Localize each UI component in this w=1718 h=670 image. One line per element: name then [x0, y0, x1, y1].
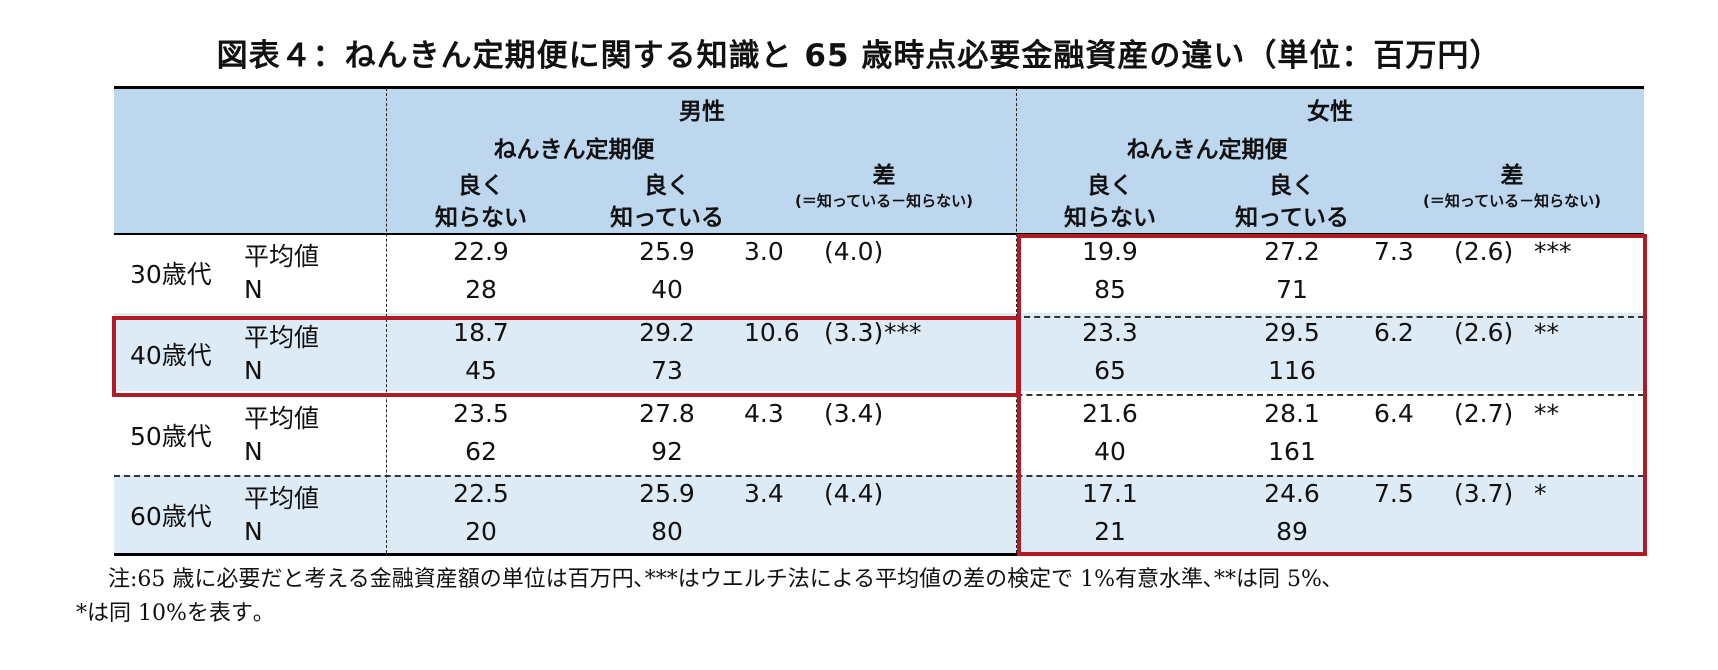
table-bottom-rule — [114, 553, 1644, 556]
male-n-unknown: 28 — [465, 275, 497, 304]
row-mean-label: 平均値 — [244, 323, 320, 352]
row-mean-label: 平均値 — [244, 404, 320, 433]
female-diff: 7.5 — [1374, 479, 1414, 508]
female-diff-se: (2.7) — [1454, 399, 1514, 428]
row-band-60s — [114, 475, 1644, 553]
row-n-label: N — [244, 356, 263, 385]
row-n-label: N — [244, 437, 263, 466]
male-diff-se: (3.4) — [824, 399, 884, 428]
male-mean-unknown: 18.7 — [453, 318, 509, 347]
male-diff: 10.6 — [744, 318, 800, 347]
row-divider-50s — [114, 475, 1644, 477]
header-female-known-2: 知っている — [1235, 205, 1349, 231]
male-mean-known: 25.9 — [639, 237, 695, 266]
female-significance: ** — [1534, 318, 1559, 347]
female-n-known: 71 — [1276, 275, 1308, 304]
figure-title: 図表４：ねんきん定期便に関する知識と 65 歳時点必要金融資産の違い（単位：百万… — [216, 38, 1502, 74]
data-table: 男性 女性 ねんきん定期便 ねんきん定期便 良く 知らない 良く 知っている 差… — [112, 86, 1647, 556]
female-significance: *** — [1534, 237, 1572, 266]
header-male-known-2: 知っている — [610, 205, 724, 231]
row-age-label: 60歳代 — [130, 502, 212, 531]
male-n-unknown: 62 — [465, 437, 497, 466]
male-diff: 3.4 — [744, 479, 784, 508]
header-nenkin-male: ねんきん定期便 — [493, 137, 655, 163]
female-n-known: 89 — [1276, 517, 1308, 546]
header-male-unknown-2: 知らない — [435, 205, 527, 231]
female-diff: 7.3 — [1374, 237, 1414, 266]
male-diff-se: (3.3) — [824, 318, 884, 347]
male-mean-known: 25.9 — [639, 479, 695, 508]
row-age-label: 30歳代 — [130, 260, 212, 289]
header-male-diff: 差 — [872, 163, 896, 189]
male-mean-unknown: 22.5 — [453, 479, 509, 508]
male-mean-known: 27.8 — [639, 399, 695, 428]
female-n-known: 161 — [1268, 437, 1316, 466]
header-male: 男性 — [679, 99, 725, 125]
header-female-known-1: 良く — [1269, 173, 1315, 199]
header-female-diff-formula: (＝知っている－知らない) — [1423, 192, 1601, 210]
female-n-unknown: 65 — [1094, 356, 1126, 385]
female-mean-unknown: 21.6 — [1082, 399, 1138, 428]
male-n-unknown: 20 — [465, 517, 497, 546]
header-female-unknown-1: 良く — [1087, 173, 1133, 199]
male-n-known: 73 — [651, 356, 683, 385]
male-mean-known: 29.2 — [639, 318, 695, 347]
row-age-label: 50歳代 — [130, 422, 212, 451]
header-male-diff-formula: (＝知っている－知らない) — [795, 192, 973, 210]
male-diff-se: (4.4) — [824, 479, 884, 508]
female-significance: ** — [1534, 399, 1559, 428]
male-diff-se: (4.0) — [824, 237, 884, 266]
female-mean-unknown: 23.3 — [1082, 318, 1138, 347]
column-divider-male — [386, 88, 387, 553]
female-diff: 6.2 — [1374, 318, 1414, 347]
male-mean-unknown: 22.9 — [453, 237, 509, 266]
male-mean-unknown: 23.5 — [453, 399, 509, 428]
row-divider-30s — [1014, 316, 1644, 318]
female-mean-known: 28.1 — [1264, 399, 1320, 428]
male-n-known: 92 — [651, 437, 683, 466]
row-n-label: N — [244, 275, 263, 304]
female-significance: * — [1534, 479, 1547, 508]
footnote-line-2: *は同 10%を表す｡ — [76, 601, 264, 626]
header-female-unknown-2: 知らない — [1064, 205, 1156, 231]
female-mean-unknown: 19.9 — [1082, 237, 1138, 266]
male-n-known: 40 — [651, 275, 683, 304]
row-mean-label: 平均値 — [244, 242, 320, 271]
header-male-unknown-1: 良く — [458, 173, 504, 199]
female-diff-se: (2.6) — [1454, 318, 1514, 347]
row-age-label: 40歳代 — [130, 341, 212, 370]
footnote-line-1: 注:65 歳に必要だと考える金融資産額の単位は百万円､***はウエルチ法による平… — [108, 567, 1333, 592]
header-female: 女性 — [1307, 99, 1353, 125]
male-diff: 4.3 — [744, 399, 784, 428]
header-bottom-rule — [114, 233, 1644, 235]
female-diff-se: (2.6) — [1454, 237, 1514, 266]
female-diff: 6.4 — [1374, 399, 1414, 428]
footnote: 注:65 歳に必要だと考える金融資産額の単位は百万円､***はウエルチ法による平… — [76, 563, 1676, 631]
row-band-40s — [114, 313, 1644, 391]
table-header-background — [114, 88, 1644, 235]
table-top-rule — [114, 86, 1644, 89]
male-n-known: 80 — [651, 517, 683, 546]
header-nenkin-female: ねんきん定期便 — [1126, 137, 1288, 163]
female-mean-known: 29.5 — [1264, 318, 1320, 347]
female-mean-unknown: 17.1 — [1082, 479, 1138, 508]
male-n-unknown: 45 — [465, 356, 497, 385]
female-n-unknown: 21 — [1094, 517, 1126, 546]
row-n-label: N — [244, 517, 263, 546]
female-mean-known: 24.6 — [1264, 479, 1320, 508]
female-n-unknown: 85 — [1094, 275, 1126, 304]
female-n-known: 116 — [1268, 356, 1316, 385]
female-diff-se: (3.7) — [1454, 479, 1514, 508]
row-mean-label: 平均値 — [244, 484, 320, 513]
header-male-known-1: 良く — [644, 173, 690, 199]
male-significance: *** — [884, 318, 922, 347]
male-diff: 3.0 — [744, 237, 784, 266]
female-n-unknown: 40 — [1094, 437, 1126, 466]
male-40s-highlight-frame — [112, 316, 1020, 397]
female-mean-known: 27.2 — [1264, 237, 1320, 266]
header-female-diff: 差 — [1500, 163, 1524, 189]
